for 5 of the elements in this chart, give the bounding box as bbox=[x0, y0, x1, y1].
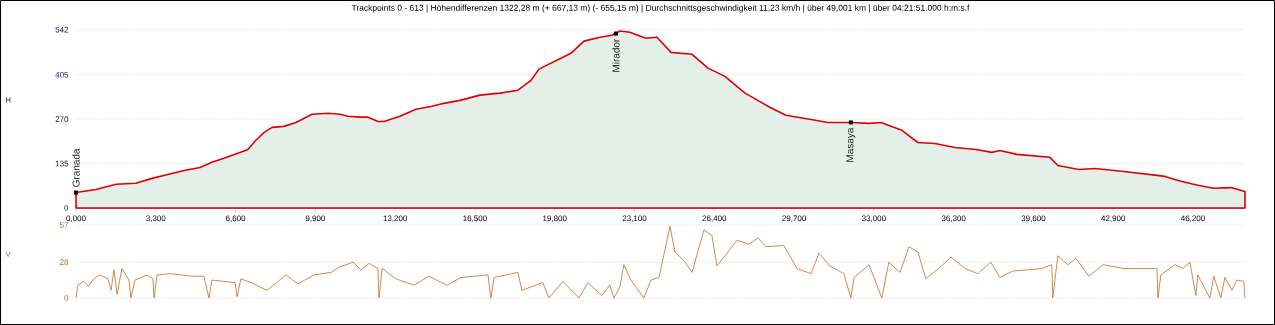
annotation: Mirador bbox=[612, 38, 620, 72]
line-series bbox=[75, 225, 1246, 299]
annotation: Masaya bbox=[846, 127, 856, 162]
chart-title: Trackpoints 0 - 613 | Höhendifferenzen 1322,28 m (+ 667,13 m) (- 655,15 m) | Durchschnittsgeschwindigkeit 11,23 km/h | über 49,001 km | über 04:21:51.000 h:m:s.f bbox=[351, 4, 970, 13]
annotation: Granada bbox=[72, 148, 80, 187]
